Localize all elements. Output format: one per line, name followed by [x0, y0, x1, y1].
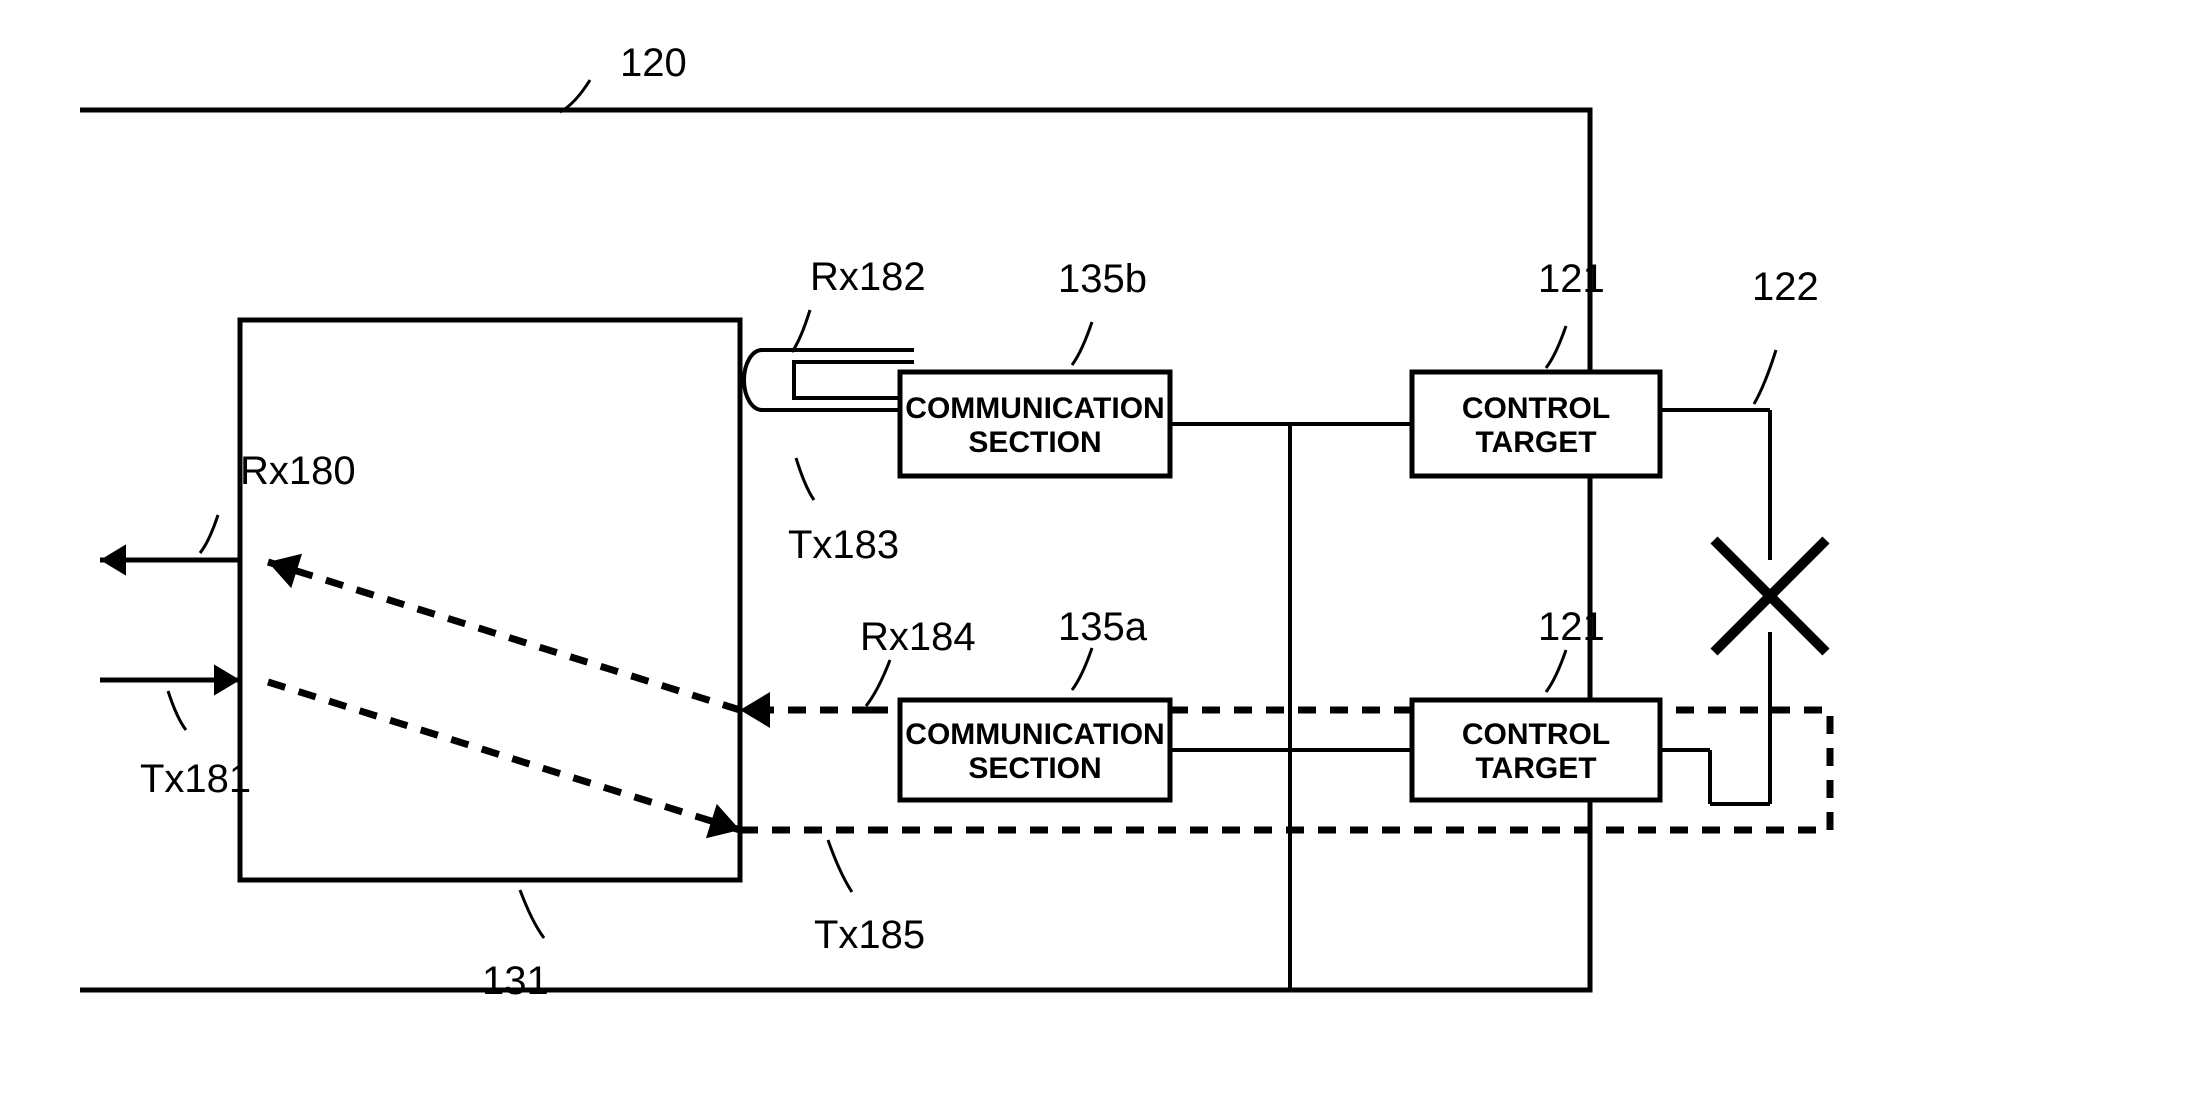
- leader-ltx185: [828, 840, 852, 892]
- control-target-a-line2: TARGET: [1475, 752, 1596, 785]
- leader-l121a: [1546, 650, 1566, 692]
- leader-ltx181: [168, 691, 186, 730]
- label-Tx181: Tx181: [140, 757, 251, 801]
- control-target-b-line1: CONTROL: [1462, 392, 1610, 425]
- leader-l135b: [1072, 322, 1092, 365]
- plug-outer: [744, 350, 914, 410]
- leader-lrx182: [792, 310, 810, 352]
- label-Tx183: Tx183: [788, 523, 899, 567]
- leader-ltx183: [796, 458, 814, 500]
- communication-section-b-line2: SECTION: [968, 426, 1101, 459]
- label-L120: 120: [620, 41, 687, 85]
- leader-l131: [520, 890, 544, 938]
- arrow-tx181-head: [214, 664, 240, 695]
- leader-l121b: [1546, 326, 1566, 368]
- leader-lrx184: [866, 660, 890, 706]
- label-L122: 122: [1752, 265, 1819, 309]
- label-Rx184: Rx184: [860, 615, 976, 659]
- label-Rx180: Rx180: [240, 449, 356, 493]
- block-131: [240, 320, 740, 880]
- label-L135a: 135a: [1058, 605, 1148, 649]
- label-L131: 131: [482, 959, 549, 1003]
- label-Tx185: Tx185: [814, 913, 925, 957]
- arrow-rx184_to_131-head: [740, 692, 770, 728]
- arrow-rx180-head: [100, 544, 126, 575]
- label-L121b: 121: [1538, 257, 1605, 301]
- leader-l122: [1754, 350, 1776, 404]
- control-target-b-line2: TARGET: [1475, 426, 1596, 459]
- communication-section-a-line1: COMMUNICATION: [905, 718, 1164, 751]
- label-Rx182: Rx182: [810, 255, 926, 299]
- label-L135b: 135b: [1058, 257, 1147, 301]
- communication-section-a-line2: SECTION: [968, 752, 1101, 785]
- leader-lrx180: [200, 515, 218, 553]
- leader-l135a: [1072, 648, 1092, 690]
- leader-l120: [560, 80, 590, 112]
- control-target-a-line1: CONTROL: [1462, 718, 1610, 751]
- label-L121a: 121: [1538, 605, 1605, 649]
- line: [870, 800, 900, 830]
- communication-section-b-line1: COMMUNICATION: [905, 392, 1164, 425]
